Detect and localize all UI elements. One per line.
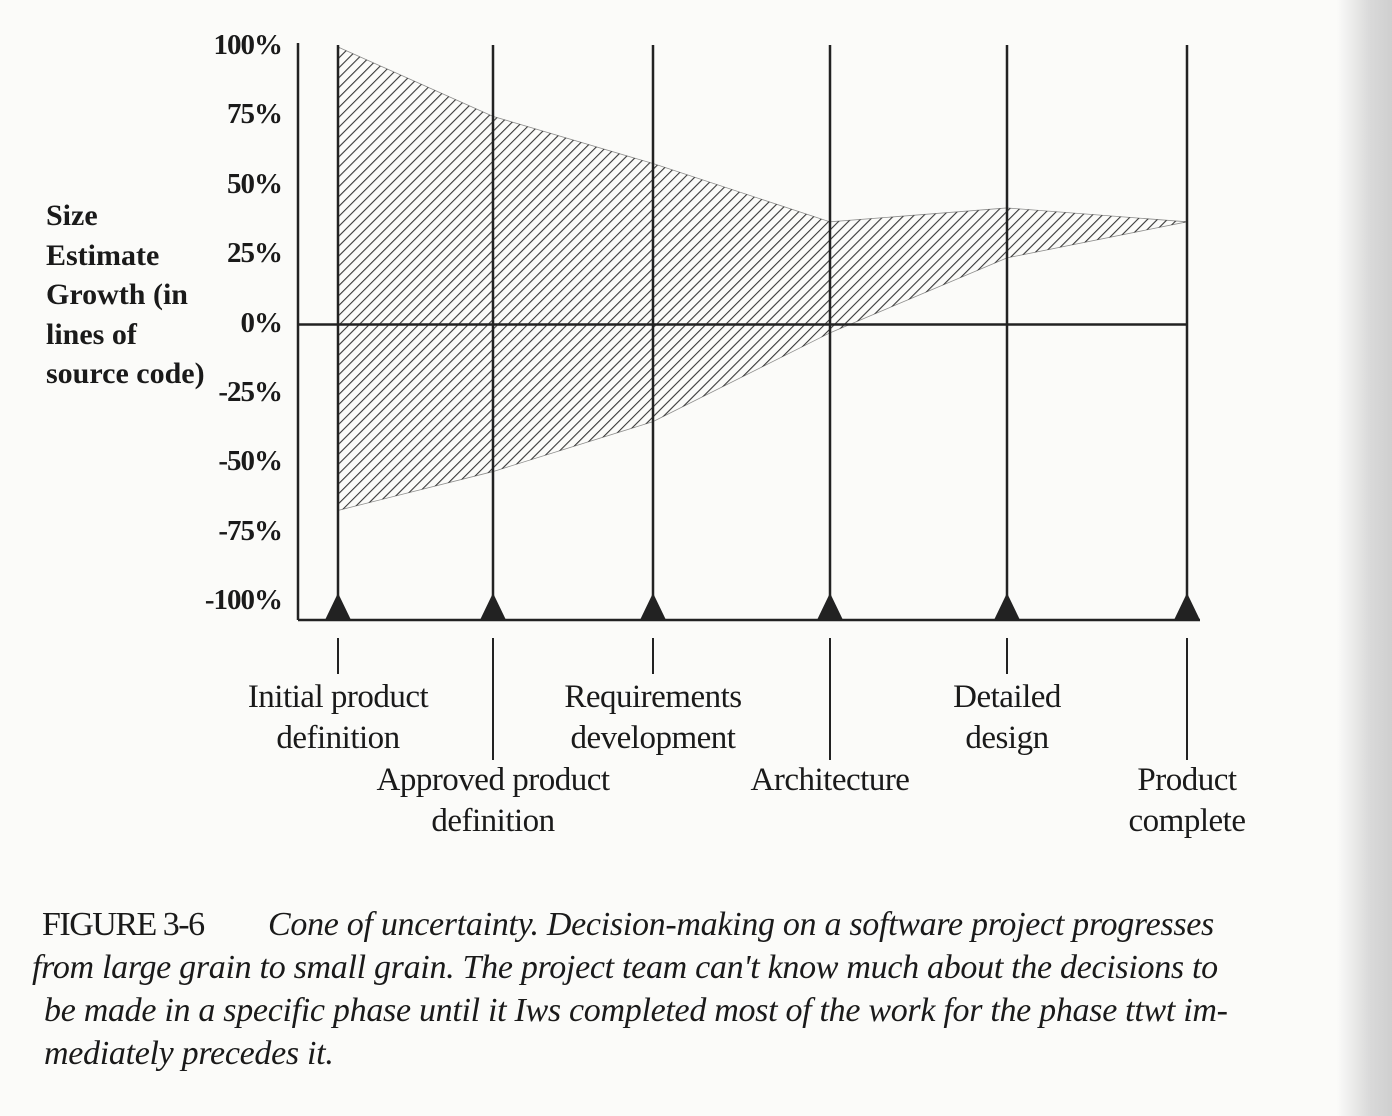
milestone-marker [1174,593,1200,620]
x-tick-label: Detailed design [953,679,1061,756]
x-tick-label: Architecture [750,762,910,798]
y-tick-label: -50% [218,445,283,478]
upper-bound [337,46,1188,223]
y-tick-label: -75% [218,514,283,547]
page-edge [1337,0,1392,1116]
milestone-marker [640,593,666,620]
x-tick-label: Product complete [1128,762,1246,839]
y-tick-label: 25% [227,237,283,270]
lower-bound [337,221,1188,511]
milestone-marker [325,593,351,620]
caption-line: mediately precedes it. [44,1035,334,1072]
y-axis-title: Size Estimate Growth (in lines of source… [46,199,205,390]
caption-line: from large grain to small grain. The pro… [32,949,1218,986]
x-tick-label: Initial product definition [247,679,429,756]
chart [296,43,1200,760]
y-tick-label: 100% [213,29,284,61]
x-tick-label: Approved product definition [376,762,610,839]
x-tick-label: Requirements development [564,679,742,756]
y-tick-label: 0% [240,306,284,339]
caption-line: be made in a specific phase until it Iws… [44,992,1228,1029]
uncertainty-band [338,47,1187,511]
milestone-marker [480,593,506,620]
y-tick-label: 50% [227,167,283,200]
caption-line: Cone of uncertainty. Decision-making on … [268,906,1214,943]
figure-label: FIGURE 3-6 [42,906,205,943]
milestone-marker [994,593,1020,620]
y-tick-label: 75% [227,98,283,131]
y-tick-label: -100% [204,584,283,616]
y-tick-label: -25% [218,375,283,408]
milestone-marker [817,593,843,620]
